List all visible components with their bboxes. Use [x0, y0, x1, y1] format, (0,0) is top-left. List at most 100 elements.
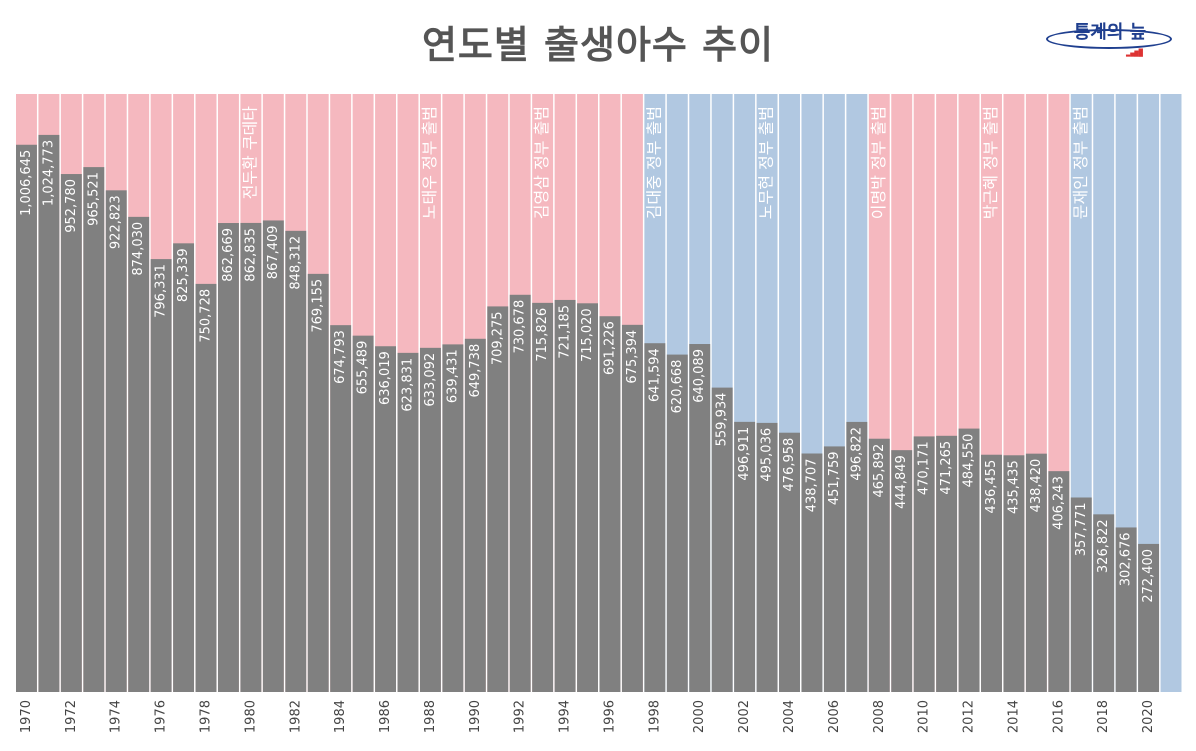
- annotation-label: 전두환 쿠데타: [240, 106, 259, 200]
- bar: [689, 344, 711, 692]
- x-tick-label: 2010: [917, 700, 932, 733]
- value-label: 867,409: [266, 225, 281, 279]
- bar: [711, 387, 733, 692]
- x-tick-label: 1974: [109, 700, 124, 733]
- bar: [868, 438, 890, 692]
- bar: [307, 273, 329, 692]
- bar: [1003, 455, 1025, 692]
- value-label: 436,455: [984, 460, 999, 514]
- annotation-label: 문재인 정부 출범: [1071, 106, 1090, 219]
- x-tick-label: 2016: [1051, 700, 1066, 733]
- value-label: 952,780: [64, 179, 79, 233]
- bar: [83, 167, 105, 693]
- background-column: [1160, 94, 1182, 692]
- bar: [285, 230, 307, 692]
- bar: [240, 222, 262, 692]
- value-label: 633,092: [423, 353, 438, 407]
- x-tick-label: 1986: [378, 700, 393, 733]
- chart-title: 연도별 출생아수 추이: [421, 23, 775, 67]
- value-label: 438,707: [804, 459, 819, 513]
- x-tick-label: 1994: [558, 700, 573, 733]
- value-label: 495,036: [760, 428, 775, 482]
- bar: [891, 450, 913, 692]
- bar: [128, 216, 150, 692]
- bar: [375, 346, 397, 692]
- value-label: 1,006,645: [19, 150, 34, 216]
- value-label: 862,669: [221, 228, 236, 282]
- bar: [60, 174, 82, 692]
- value-label: 674,793: [333, 330, 348, 384]
- value-label: 559,934: [715, 393, 730, 447]
- bar: [16, 144, 37, 692]
- value-label: 406,243: [1051, 476, 1066, 530]
- x-tick-label: 1972: [64, 700, 79, 733]
- value-label: 769,155: [311, 279, 326, 333]
- x-tick-label: 2004: [782, 700, 797, 733]
- value-label: 655,489: [356, 341, 371, 395]
- value-label: 484,550: [962, 434, 977, 488]
- bar: [644, 343, 666, 692]
- x-tick-label: 1992: [513, 700, 528, 733]
- bar: [577, 303, 598, 692]
- bar: [150, 259, 172, 692]
- bar: [352, 335, 374, 692]
- value-label: 709,275: [490, 311, 505, 365]
- bar: [554, 299, 576, 692]
- bar: [981, 454, 1002, 692]
- bar: [330, 325, 352, 692]
- annotation-label: 이명박 정부 출범: [869, 106, 888, 219]
- value-label: 715,826: [535, 308, 550, 362]
- bar: [846, 421, 868, 692]
- value-label: 862,835: [243, 228, 258, 282]
- background-column: [1138, 94, 1160, 692]
- value-label: 470,171: [917, 441, 932, 495]
- value-label: 357,771: [1074, 503, 1089, 557]
- value-label: 715,020: [580, 308, 595, 362]
- value-label: 620,668: [670, 360, 685, 414]
- logo-ring: [1046, 29, 1172, 49]
- x-tick-label: 2008: [872, 700, 887, 733]
- x-tick-label: 1976: [154, 700, 169, 733]
- value-label: 874,030: [131, 222, 146, 276]
- logo-text: 통계의 늪: [1073, 22, 1147, 43]
- value-label: 471,265: [939, 441, 954, 495]
- x-tick-label: 2018: [1096, 700, 1111, 733]
- value-label: 922,823: [109, 195, 124, 249]
- bar: [217, 223, 239, 692]
- value-label: 965,521: [86, 172, 101, 226]
- value-label: 435,435: [1006, 460, 1021, 514]
- bar: [1025, 453, 1047, 692]
- bar-chart-icon: ▂▄▆█: [1126, 49, 1143, 57]
- x-tick-label: 2006: [827, 700, 842, 733]
- value-label: 639,431: [445, 349, 460, 403]
- bar: [509, 294, 531, 692]
- value-label: 326,822: [1096, 519, 1111, 573]
- bar: [1048, 471, 1070, 692]
- value-label: 675,394: [625, 330, 640, 384]
- bar: [666, 354, 688, 692]
- bar: [532, 302, 554, 692]
- value-label: 691,226: [602, 321, 617, 375]
- annotation-label: 박근혜 정부 출범: [981, 106, 1000, 219]
- value-label: 796,331: [154, 264, 169, 318]
- logo: 통계의 늪 ▂▄▆█: [1044, 14, 1176, 57]
- value-label: 451,759: [827, 451, 842, 505]
- bar: [936, 435, 958, 692]
- bar: [1138, 543, 1160, 692]
- value-label: 640,089: [692, 349, 707, 403]
- value-label: 444,849: [894, 455, 909, 509]
- value-label: 636,019: [378, 351, 393, 405]
- bar: [958, 428, 980, 692]
- bar: [599, 316, 621, 692]
- value-label: 721,185: [558, 305, 573, 359]
- x-tick-label: 1998: [647, 700, 662, 733]
- bar: [913, 436, 935, 692]
- x-tick-label: 1990: [468, 700, 483, 733]
- value-label: 623,831: [400, 358, 415, 412]
- bar: [262, 220, 284, 692]
- bar: [1115, 527, 1137, 692]
- value-label: 438,420: [1029, 459, 1044, 513]
- bar: [779, 432, 800, 692]
- bar: [1093, 514, 1115, 692]
- x-tick-label: 1978: [199, 700, 214, 733]
